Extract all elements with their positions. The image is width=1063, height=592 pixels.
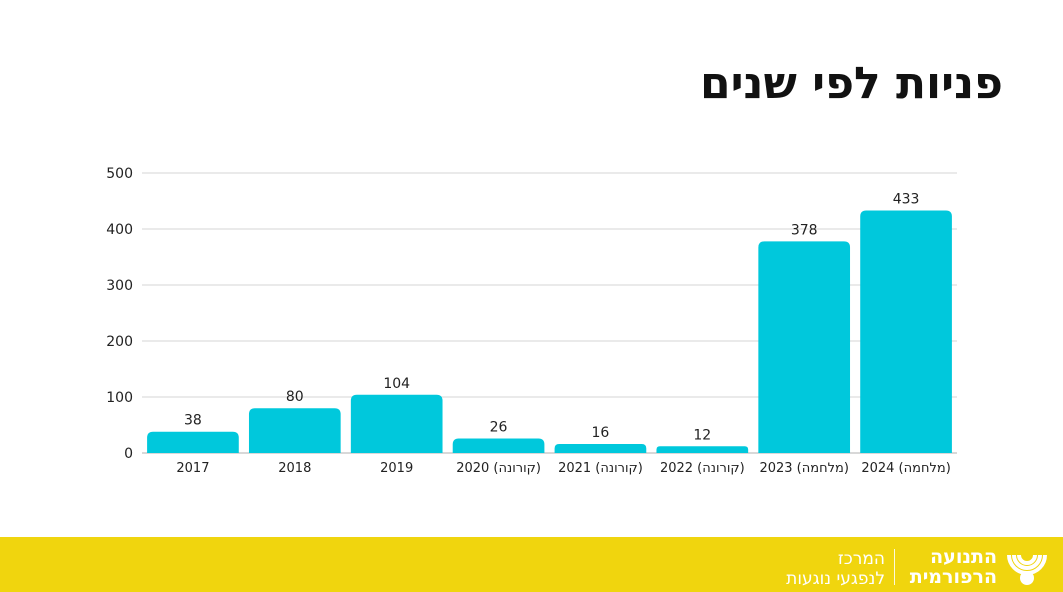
data-label: 104 [383,376,410,392]
data-label: 38 [184,413,202,429]
bar [758,241,851,453]
x-tick-label: 2017 [176,461,209,476]
footer-bar: המרכז לנפגעי נוגעות התנועה הרפורמית [0,537,1063,592]
data-label: 26 [490,419,508,435]
reform-movement-logo-icon [1007,554,1047,585]
y-tick-label: 0 [124,446,133,462]
org-name: התנועה הרפורמית [910,547,997,587]
center-name-line1: המרכז [837,549,885,569]
bar [656,446,749,453]
bar [147,431,239,453]
x-tick-label: 2024 (מלחמה) [861,461,950,476]
x-tick-label: 2023 (מלחמה) [759,461,848,476]
center-name-line2: לנפגעי נוגעות [786,569,885,589]
bar [350,394,443,453]
footer-divider [894,549,895,585]
org-name-line2: הרפורמית [909,566,997,588]
page-title: פניות לפי שנים [699,58,1003,109]
y-tick-label: 200 [106,334,133,350]
data-label: 80 [286,389,304,405]
x-tick-label: 2018 [278,461,311,476]
data-label: 378 [791,222,818,238]
data-label: 16 [592,425,610,441]
y-tick-label: 400 [106,222,133,238]
center-name: המרכז לנפגעי נוגעות [786,549,885,589]
bar [452,438,545,453]
bar [554,444,647,453]
data-label: 433 [893,192,920,208]
bar-chart: 0 100 200 300 400 500 38 2017 80 2018 104 2019 26 202… [106,166,957,476]
data-label: 12 [693,427,711,443]
bar [248,408,341,453]
x-tick-label: 2019 [380,461,413,476]
x-tick-label: 2022 (קורונה) [660,461,745,476]
y-tick-label: 100 [106,390,133,406]
y-tick-label: 500 [106,166,133,182]
y-tick-label: 300 [106,278,133,294]
bar [860,210,952,453]
x-tick-label: 2020 (קורונה) [456,461,541,476]
org-name-line1: התנועה [930,546,997,568]
x-tick-label: 2021 (קורונה) [558,461,643,476]
